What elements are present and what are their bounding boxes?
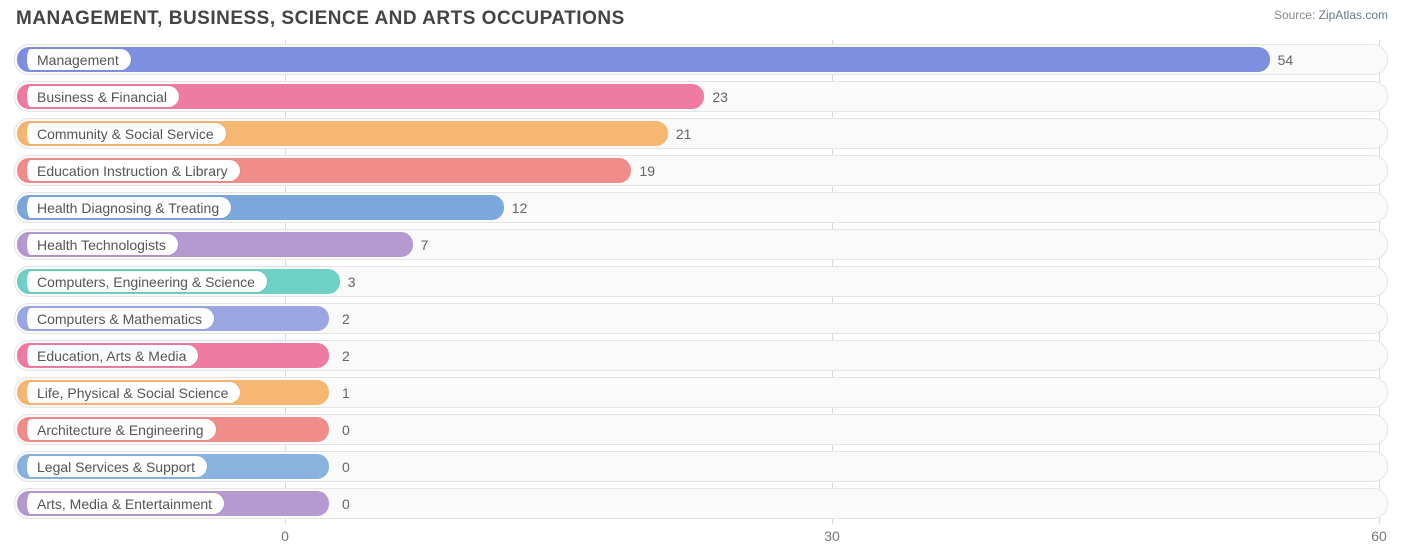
bar-label-pill: Health Technologists xyxy=(20,234,178,255)
bar-label-pill: Life, Physical & Social Science xyxy=(20,382,240,403)
bar-label-pill: Legal Services & Support xyxy=(20,456,207,477)
bar-label-pill: Arts, Media & Entertainment xyxy=(20,493,224,514)
bar-label-pill: Business & Financial xyxy=(20,86,179,107)
bar-value: 3 xyxy=(340,266,356,297)
bar-row: Legal Services & Support 0 xyxy=(14,451,1388,482)
bar-row: Health Diagnosing & Treating 12 xyxy=(14,192,1388,223)
bar-value: 2 xyxy=(334,303,350,334)
bar-value: 0 xyxy=(334,488,350,519)
plot-area: Management54Business & Financial23Commun… xyxy=(14,40,1388,524)
bar-row: Life, Physical & Social Science 1 xyxy=(14,377,1388,408)
bar-value: 23 xyxy=(704,81,728,112)
bar-fill xyxy=(17,47,1270,72)
x-axis-label: 0 xyxy=(281,528,289,544)
bar-label-pill: Community & Social Service xyxy=(20,123,226,144)
source-link[interactable]: ZipAtlas.com xyxy=(1319,8,1388,22)
bar-label-pill: Computers & Mathematics xyxy=(20,308,214,329)
x-axis-label: 30 xyxy=(824,528,840,544)
bar-value: 7 xyxy=(413,229,429,260)
bar-label-pill: Education, Arts & Media xyxy=(20,345,198,366)
bar-value: 1 xyxy=(334,377,350,408)
bar-row: Computers, Engineering & Science 3 xyxy=(14,266,1388,297)
bar-row: Architecture & Engineering 0 xyxy=(14,414,1388,445)
bar-label-pill: Computers, Engineering & Science xyxy=(20,271,267,292)
bar-value: 19 xyxy=(631,155,655,186)
source-label: Source: xyxy=(1274,8,1315,22)
bar-row: Arts, Media & Entertainment 0 xyxy=(14,488,1388,519)
bar-value: 0 xyxy=(334,414,350,445)
bar-row: Education, Arts & Media 2 xyxy=(14,340,1388,371)
bar-row: Community & Social Service 21 xyxy=(14,118,1388,149)
source-attribution: Source: ZipAtlas.com xyxy=(1274,8,1388,22)
bar-value: 54 xyxy=(1270,44,1294,75)
bar-rows: Management54Business & Financial23Commun… xyxy=(14,40,1388,519)
bar-label-pill: Architecture & Engineering xyxy=(20,419,216,440)
bar-value: 0 xyxy=(334,451,350,482)
bar-row: Health Technologists 7 xyxy=(14,229,1388,260)
bar-value: 12 xyxy=(504,192,528,223)
bar-row: Computers & Mathematics 2 xyxy=(14,303,1388,334)
bar-row: Education Instruction & Library 19 xyxy=(14,155,1388,186)
chart-container: MANAGEMENT, BUSINESS, SCIENCE AND ARTS O… xyxy=(0,0,1406,559)
bar-value: 2 xyxy=(334,340,350,371)
chart-title: MANAGEMENT, BUSINESS, SCIENCE AND ARTS O… xyxy=(16,8,1392,30)
bar-label-pill: Health Diagnosing & Treating xyxy=(20,197,231,218)
bar-value: 21 xyxy=(668,118,692,149)
x-axis-label: 60 xyxy=(1371,528,1387,544)
bar-label-pill: Management xyxy=(20,49,131,70)
bar-row: Business & Financial 23 xyxy=(14,81,1388,112)
bar-label-pill: Education Instruction & Library xyxy=(20,160,240,181)
bar-row: Management 54 xyxy=(14,44,1388,75)
